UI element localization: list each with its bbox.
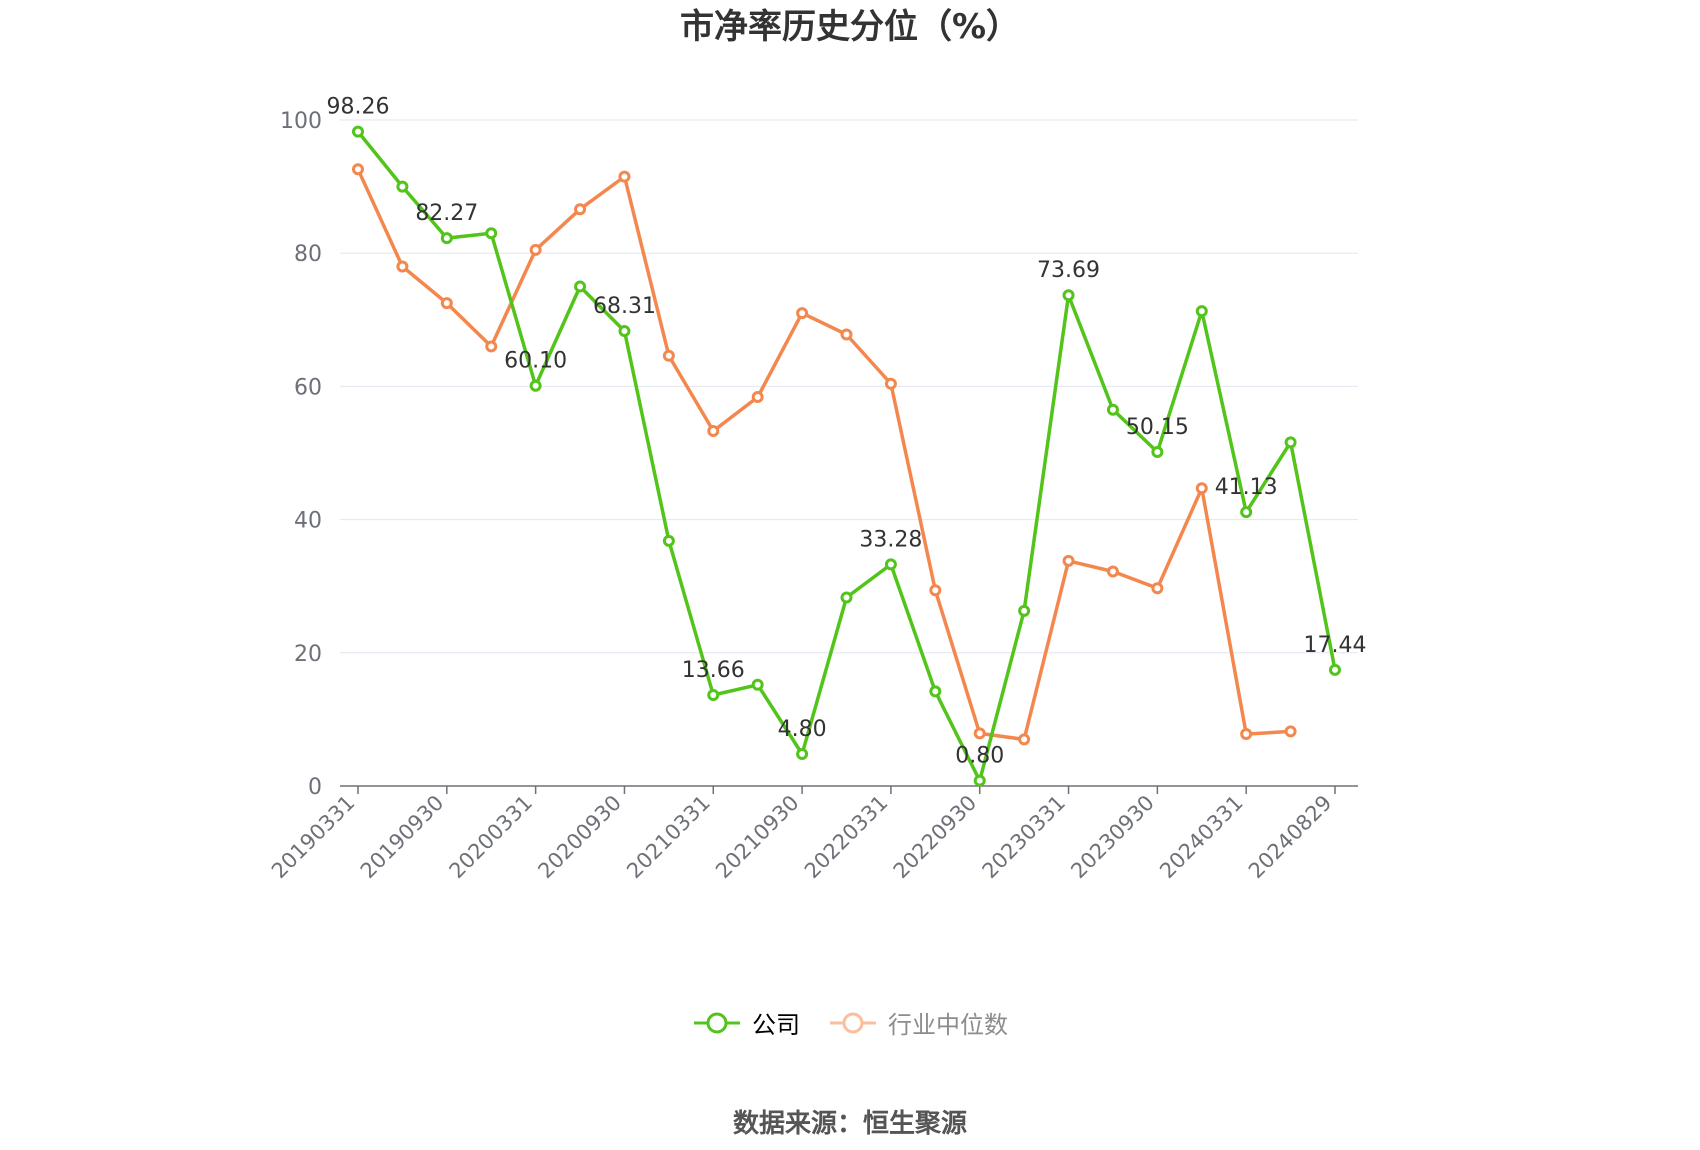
data-source: 数据来源：恒生聚源: [732, 1109, 967, 1139]
data-label: 60.10: [504, 349, 567, 374]
data-point-industry-median: [396, 260, 409, 273]
x-tick-label: 20220331: [800, 791, 893, 884]
data-point-industry-median: [796, 307, 809, 320]
data-point-company: [884, 558, 897, 571]
grid-lines: [340, 119, 1358, 654]
data-point-industry-median: [485, 340, 498, 353]
data-label: 17.44: [1304, 633, 1367, 658]
y-tick-label: 40: [294, 509, 322, 534]
data-point-industry-median: [618, 170, 631, 183]
x-tick-label: 20210930: [711, 791, 804, 884]
x-tick-label: 20240331: [1155, 791, 1248, 884]
data-point-company: [1018, 604, 1031, 617]
legend-item-company[interactable]: 公司: [692, 1005, 800, 1040]
data-point-industry-median: [1018, 733, 1031, 746]
series-line-company: [356, 130, 1337, 783]
x-tick-label: 20200930: [533, 791, 626, 884]
data-point-industry-median: [1284, 725, 1297, 738]
data-point-company: [662, 534, 675, 547]
data-point-company: [973, 774, 986, 787]
series-line-industry-median: [356, 168, 1291, 742]
chart-title: 市净率历史分位（%）: [679, 7, 1021, 47]
x-tick-label: 20230930: [1066, 791, 1159, 884]
y-tick-label: 60: [294, 375, 322, 400]
x-tick-label: 20230331: [978, 791, 1071, 884]
x-tick-label: 20190331: [267, 791, 360, 884]
x-tick-label: 20210331: [622, 791, 715, 884]
data-label: 41.13: [1215, 475, 1278, 500]
legend-label-industry-median: 行业中位数: [888, 1011, 1008, 1039]
data-label: 33.28: [859, 527, 922, 552]
data-point-company: [840, 591, 853, 604]
legend-company-icon: [694, 1012, 740, 1033]
data-point-company: [1284, 436, 1297, 449]
data-point-company: [529, 379, 542, 392]
data-label: 0.80: [955, 744, 1004, 769]
data-point-industry-median: [1240, 728, 1253, 741]
data-point-industry-median: [751, 391, 764, 404]
data-point-company: [352, 125, 364, 138]
data-point-company: [1106, 403, 1119, 416]
x-tick-label: 20220930: [889, 791, 982, 884]
data-label: 73.69: [1037, 258, 1100, 283]
data-point-company: [440, 232, 453, 245]
legend-item-industry-median[interactable]: 行业中位数: [828, 1005, 1008, 1040]
data-point-company: [1151, 446, 1164, 459]
series-lines: [352, 125, 1341, 787]
data-point-company: [707, 689, 720, 702]
data-point-industry-median: [529, 243, 542, 256]
data-point-industry-median: [1195, 482, 1208, 495]
data-point-company: [1062, 289, 1075, 302]
data-label: 68.31: [593, 294, 656, 319]
data-point-company: [396, 180, 409, 193]
data-point-industry-median: [440, 297, 453, 310]
y-tick-label: 0: [308, 775, 322, 800]
data-point-company: [751, 678, 764, 691]
data-point-company: [1195, 305, 1208, 318]
data-point-industry-median: [1062, 554, 1075, 567]
x-tick-label: 20200331: [445, 791, 538, 884]
legend-industry-median-icon: [830, 1012, 876, 1033]
data-point-industry-median: [840, 328, 853, 341]
y-tick-label: 80: [294, 242, 322, 267]
y-tick-label: 20: [294, 642, 322, 667]
data-label: 4.80: [778, 717, 827, 742]
data-point-industry-median: [574, 203, 587, 216]
data-label: 98.26: [327, 95, 390, 120]
data-point-industry-median: [662, 349, 675, 362]
data-point-industry-median: [929, 584, 942, 597]
data-point-industry-median: [707, 425, 720, 438]
data-point-industry-median: [352, 163, 364, 176]
data-point-company: [485, 227, 498, 240]
data-point-industry-median: [973, 727, 986, 740]
data-point-company: [618, 325, 631, 338]
data-point-company: [1240, 506, 1253, 519]
x-tick-label: 20240829: [1244, 791, 1337, 884]
data-labels: 98.26 82.27 60.10 68.31 13.66 4.80 33.28 0.80 73…: [327, 95, 1367, 769]
data-point-industry-median: [884, 377, 897, 390]
data-point-company: [929, 685, 942, 698]
data-point-company: [1329, 663, 1341, 676]
legend: 公司 行业中位数: [0, 1005, 1700, 1040]
data-point-industry-median: [1151, 582, 1164, 595]
data-label: 50.15: [1126, 415, 1189, 440]
data-point-industry-median: [1106, 565, 1119, 578]
legend-label-company: 公司: [752, 1011, 800, 1039]
data-point-company: [796, 748, 809, 761]
data-label: 82.27: [415, 201, 478, 226]
data-label: 13.66: [682, 658, 745, 683]
x-tick-label: 20190930: [356, 791, 449, 884]
y-tick-label: 100: [280, 109, 322, 134]
data-point-company: [574, 280, 587, 293]
